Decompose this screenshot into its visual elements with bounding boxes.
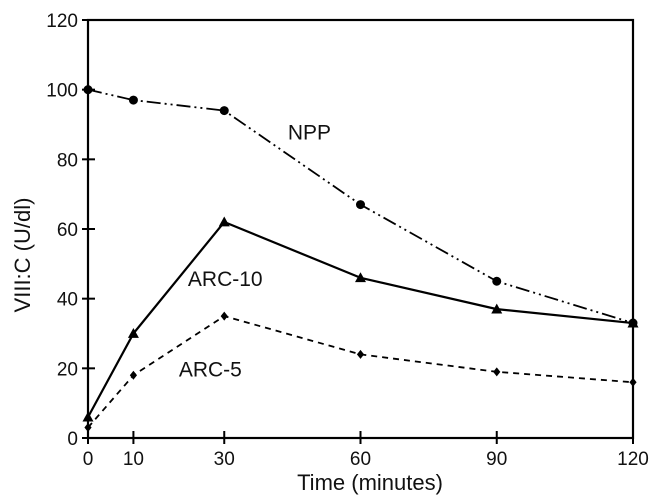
series-group <box>82 85 639 433</box>
y-tick-label: 40 <box>57 290 78 311</box>
y-tick-label: 120 <box>46 11 78 32</box>
data-point-arc-10 <box>82 411 94 422</box>
x-tick-label: 120 <box>617 449 649 470</box>
data-point-arc-10 <box>127 328 139 338</box>
x-tick-label: 0 <box>83 449 94 470</box>
data-point-npp <box>128 95 138 105</box>
y-tick-label: 80 <box>57 150 78 171</box>
series-label-arc-10: ARC-10 <box>188 268 263 291</box>
y-tick-label: 60 <box>57 220 78 241</box>
x-tick-label: 90 <box>486 449 507 470</box>
y-axis-title: VIII:C (U/dl) <box>10 198 35 313</box>
data-point-arc-5 <box>220 311 228 321</box>
data-point-npp <box>356 200 365 210</box>
x-tick-label: 30 <box>214 449 235 470</box>
data-point-arc-10 <box>355 272 366 283</box>
data-point-arc-5 <box>356 349 365 359</box>
data-point-arc-5 <box>129 370 138 380</box>
data-point-arc-10 <box>627 317 639 328</box>
series-line-npp <box>87 88 634 324</box>
y-tick-label: 20 <box>57 359 78 380</box>
data-point-npp <box>492 276 502 286</box>
y-tick-label: 0 <box>67 429 78 450</box>
data-point-npp <box>219 106 229 116</box>
data-point-arc-5 <box>493 367 501 377</box>
series-label-npp: NPP <box>288 121 331 144</box>
series-label-arc-5: ARC-5 <box>179 358 242 381</box>
data-point-arc-5 <box>84 423 92 433</box>
series-line-arc-10 <box>87 220 634 418</box>
data-point-arc-5 <box>629 377 637 387</box>
x-axis-title: Time (minutes) <box>297 470 443 495</box>
series-line-arc-5 <box>87 315 634 429</box>
data-point-npp <box>83 85 93 95</box>
data-point-arc-10 <box>218 216 230 227</box>
x-tick-label: 60 <box>350 449 371 470</box>
y-tick-label: 100 <box>46 81 78 102</box>
x-tick-label: 10 <box>123 449 144 470</box>
series-labels: NPP ARC-10 ARC-5 <box>179 121 331 381</box>
ticks: 0 20 40 60 80 100 120 0 10 30 60 90 120 <box>46 11 649 470</box>
data-point-arc-10 <box>491 303 503 314</box>
